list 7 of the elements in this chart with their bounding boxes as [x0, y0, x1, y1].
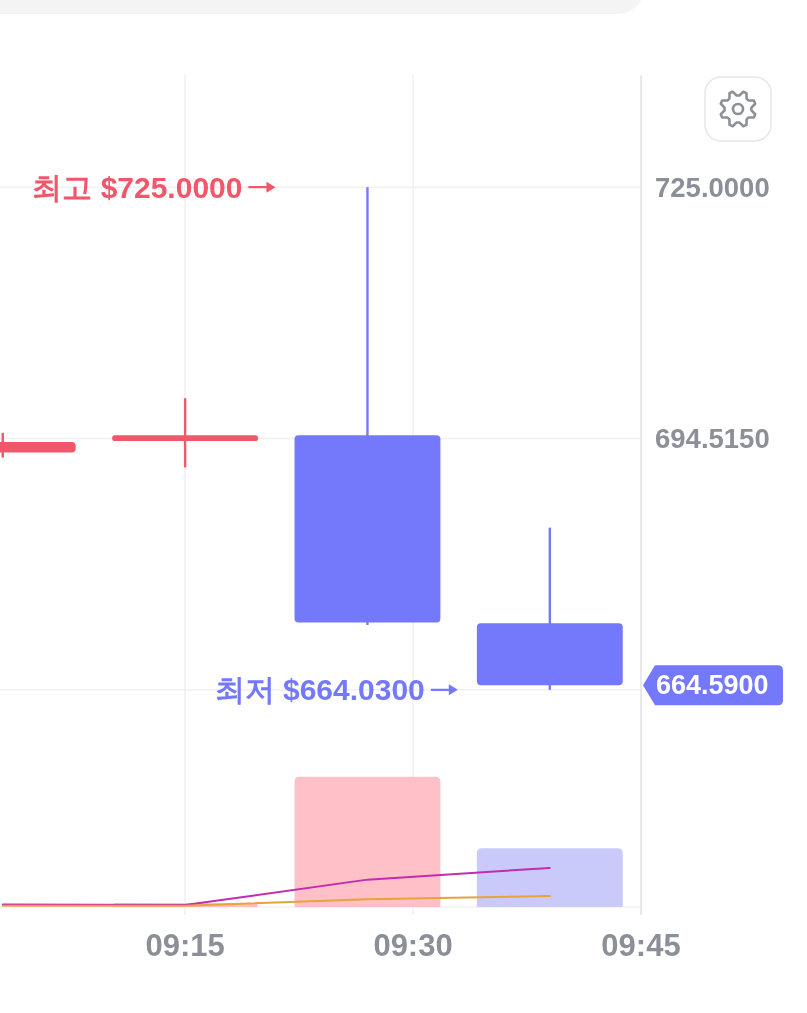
x-tick-label: 09:30 [373, 927, 453, 963]
y-tick-label: 694.5150 [655, 422, 770, 454]
x-tick-label: 09:45 [601, 927, 681, 963]
y-tick-label: 725.0000 [655, 171, 770, 203]
x-tick-label: 09:15 [145, 927, 225, 963]
annotation: 최고 $725.0000 [32, 170, 243, 204]
annotation: 최저 $664.0300 [214, 673, 425, 707]
